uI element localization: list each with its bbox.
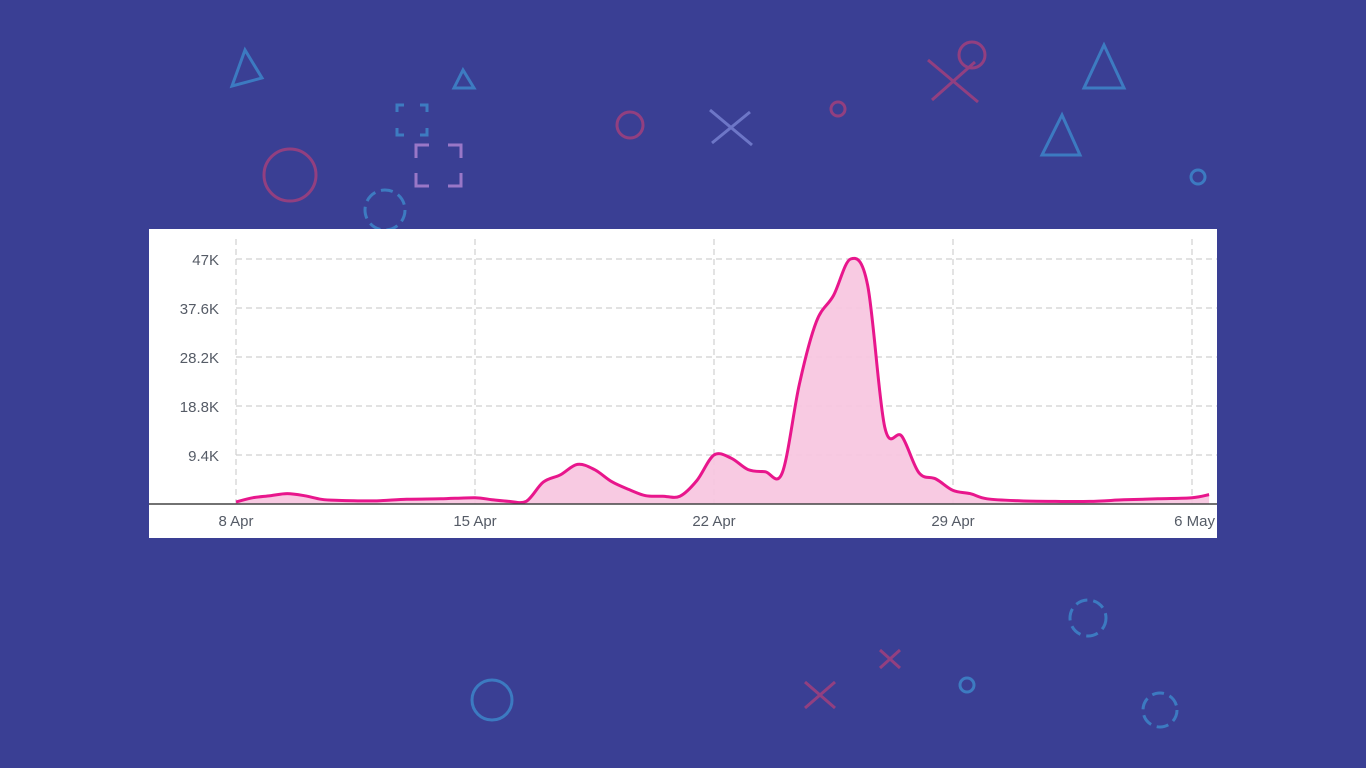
triangle-icon <box>1039 111 1083 157</box>
circle-icon <box>615 110 645 140</box>
y-tick-label: 28.2K <box>180 350 219 367</box>
cross-icon <box>709 108 753 147</box>
triangle-icon <box>229 46 265 89</box>
y-axis-tick-labels: 9.4K 18.8K 28.2K 37.6K 47K <box>180 252 219 465</box>
x-tick-label: 8 Apr <box>218 513 253 530</box>
area-chart: 9.4K 18.8K 28.2K 37.6K 47K 8 Apr 15 Apr 22 Apr… <box>149 239 1217 530</box>
circle-icon <box>363 188 407 232</box>
circle-icon <box>1068 598 1108 638</box>
y-tick-label: 37.6K <box>180 301 219 318</box>
cross-icon <box>927 58 979 104</box>
circle-icon <box>829 100 847 118</box>
x-tick-label: 15 Apr <box>453 513 496 530</box>
x-tick-label: 6 May <box>1174 513 1215 530</box>
series-line <box>235 256 1210 505</box>
y-tick-label: 18.8K <box>180 399 219 416</box>
series-area-fill <box>236 258 1210 504</box>
cross-icon <box>804 680 836 710</box>
y-tick-label: 9.4K <box>188 448 219 465</box>
cross-icon <box>878 648 902 670</box>
circle-icon <box>957 40 987 70</box>
x-tick-label: 29 Apr <box>931 513 974 530</box>
square-bracket-icon <box>414 143 463 188</box>
y-tick-label: 47K <box>192 252 219 269</box>
circle-icon <box>262 147 318 203</box>
x-tick-label: 22 Apr <box>692 513 735 530</box>
x-axis-tick-labels: 8 Apr 15 Apr 22 Apr 29 Apr 6 May <box>218 513 1215 530</box>
circle-icon <box>470 678 514 722</box>
triangle-icon <box>1081 41 1127 90</box>
circle-icon <box>958 676 976 694</box>
circle-icon <box>1141 691 1179 729</box>
chart-card: 9.4K 18.8K 28.2K 37.6K 47K 8 Apr 15 Apr 22 Apr… <box>149 229 1217 538</box>
square-bracket-icon <box>395 103 429 137</box>
triangle-icon <box>451 66 477 90</box>
circle-icon <box>1189 168 1207 186</box>
